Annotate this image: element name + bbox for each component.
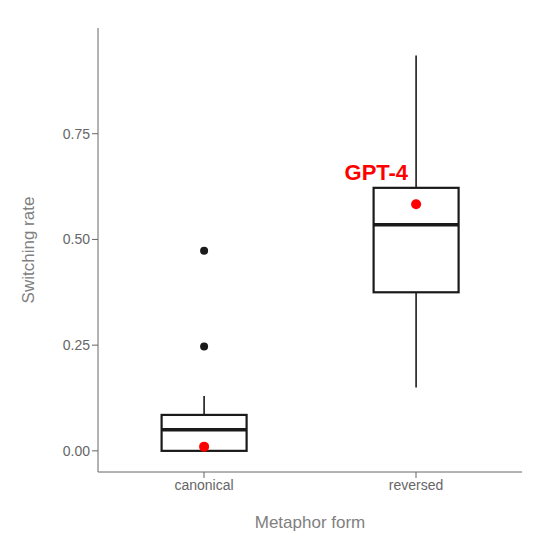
svg-text:reversed: reversed bbox=[389, 477, 443, 493]
svg-text:0.50: 0.50 bbox=[63, 231, 90, 247]
svg-text:GPT-4: GPT-4 bbox=[345, 160, 409, 185]
svg-text:0.25: 0.25 bbox=[63, 337, 90, 353]
svg-text:0.75: 0.75 bbox=[63, 126, 90, 142]
svg-text:canonical: canonical bbox=[174, 477, 233, 493]
svg-text:Metaphor form: Metaphor form bbox=[255, 513, 366, 532]
svg-text:Switching rate: Switching rate bbox=[19, 197, 38, 304]
svg-text:0.00: 0.00 bbox=[63, 443, 90, 459]
